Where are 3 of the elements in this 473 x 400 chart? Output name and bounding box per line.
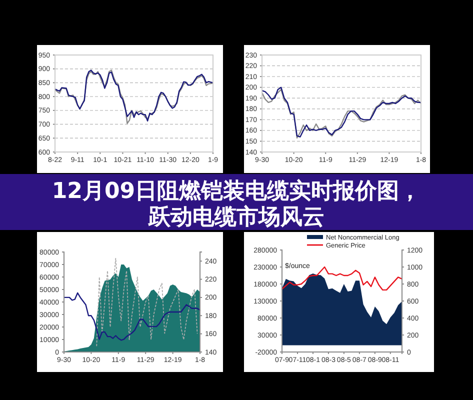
text: 12月09日阻燃铠装电缆实时报价图，跃动电缆市场风云	[52, 178, 422, 230]
line-series	[63, 292, 201, 341]
line-series	[96, 258, 198, 346]
